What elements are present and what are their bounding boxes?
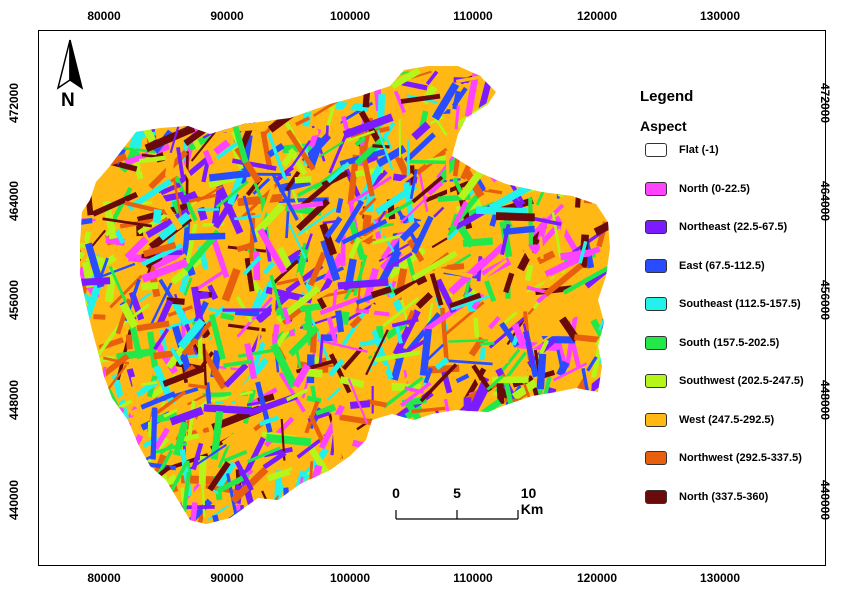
legend-label: North (337.5-360): [679, 490, 769, 503]
x-tick-top: 120000: [576, 9, 618, 23]
legend-swatch: [645, 143, 667, 157]
legend-label: West (247.5-292.5): [679, 413, 775, 426]
legend-label: North (0-22.5): [679, 182, 750, 195]
legend-swatch: [645, 181, 667, 196]
legend-swatch: [645, 297, 667, 311]
legend-item: Flat (-1): [645, 142, 719, 158]
x-tick-bottom: 100000: [329, 571, 371, 585]
legend-item: South (157.5-202.5): [645, 335, 779, 351]
legend-item: North (0-22.5): [645, 181, 750, 197]
x-tick-top: 90000: [210, 9, 244, 23]
legend-swatch: [645, 412, 667, 427]
legend-swatch: [645, 258, 667, 273]
legend-label: Southwest (202.5-247.5): [679, 375, 804, 387]
legend-swatch: [645, 451, 667, 465]
x-tick-bottom: 110000: [453, 571, 493, 585]
legend-swatch: [645, 220, 667, 234]
x-tick-bottom: 80000: [87, 571, 121, 585]
x-tick-top: 110000: [453, 9, 493, 23]
legend-label: South (157.5-202.5): [679, 336, 780, 349]
north-arrow-icon: [56, 39, 84, 90]
legend-item: Northwest (292.5-337.5): [645, 450, 802, 466]
legend-label: Northeast (22.5-67.5): [679, 221, 788, 233]
legend-label: Southeast (112.5-157.5): [679, 298, 801, 310]
north-label: N: [61, 90, 75, 111]
legend-swatch: [645, 335, 667, 350]
legend-title: Legend: [640, 88, 694, 105]
legend-item: East (67.5-112.5): [645, 258, 765, 274]
legend-item: Southwest (202.5-247.5): [645, 373, 804, 389]
x-tick-bottom: 130000: [699, 571, 741, 585]
legend-item: West (247.5-292.5): [645, 412, 774, 428]
legend-item: Northeast (22.5-67.5): [645, 219, 787, 235]
legend-label: East (67.5-112.5): [679, 259, 765, 272]
x-tick-bottom: 90000: [210, 571, 244, 585]
x-tick-top: 100000: [329, 9, 371, 23]
x-tick-bottom: 120000: [576, 571, 618, 585]
scale-label: 0: [392, 485, 400, 501]
x-tick-top: 130000: [699, 9, 741, 23]
legend-label: Flat (-1): [679, 144, 719, 156]
scale-bar: 0 5 10 Km: [384, 485, 543, 525]
legend-label: Northwest (292.5-337.5): [679, 452, 802, 464]
legend-swatch: [645, 489, 667, 504]
legend-item: Southeast (112.5-157.5): [645, 296, 801, 312]
x-tick-top: 80000: [87, 9, 121, 23]
legend-item: North (337.5-360): [645, 489, 768, 505]
scale-label: 5: [453, 485, 461, 501]
legend-subtitle: Aspect: [640, 118, 687, 134]
scale-label: 10 Km: [520, 485, 544, 517]
legend-swatch: [645, 374, 667, 388]
